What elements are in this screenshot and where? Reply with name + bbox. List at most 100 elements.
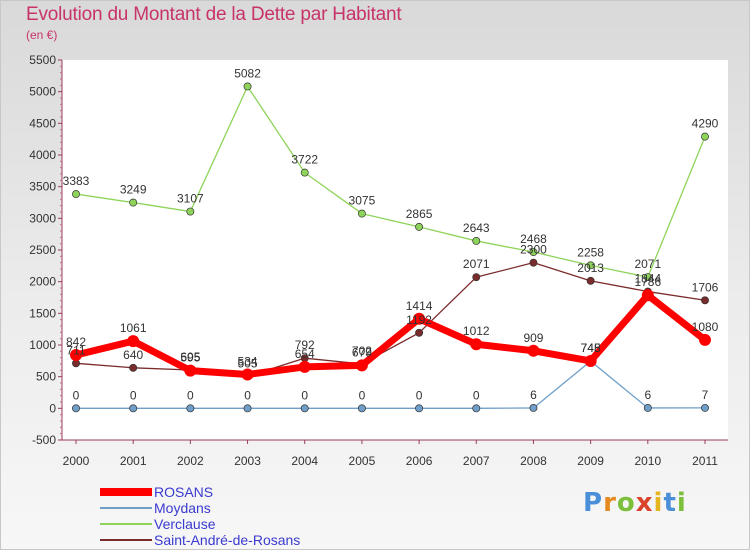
y-tick-label: 4000 bbox=[29, 148, 56, 162]
y-tick-label: 1500 bbox=[29, 306, 56, 320]
point-series-2 bbox=[415, 222, 424, 231]
y-tick-label: 1000 bbox=[29, 338, 56, 352]
data-label: 595 bbox=[180, 351, 200, 365]
point-series-2 bbox=[357, 209, 366, 218]
data-label: 679 bbox=[352, 345, 372, 359]
y-tick-label: 500 bbox=[36, 370, 56, 384]
data-label: 745 bbox=[581, 341, 601, 355]
point-series-3 bbox=[472, 273, 481, 282]
y-tick-label: 3500 bbox=[29, 180, 56, 194]
data-label: 6 bbox=[530, 388, 537, 402]
data-label: 654 bbox=[295, 347, 315, 361]
data-label: 909 bbox=[523, 331, 543, 345]
point-rosans bbox=[355, 359, 368, 372]
point-series-2 bbox=[701, 132, 709, 141]
legend-swatch-rosans bbox=[100, 488, 152, 496]
data-label: 1844 bbox=[634, 272, 661, 286]
x-tick-label: 2008 bbox=[520, 454, 547, 468]
point-series-1 bbox=[186, 404, 195, 413]
x-tick-label: 2007 bbox=[463, 454, 490, 468]
point-series-1 bbox=[643, 404, 652, 412]
y-tick-label: 3000 bbox=[29, 211, 56, 225]
data-label: 792 bbox=[295, 338, 315, 352]
data-label: 605 bbox=[180, 350, 200, 364]
point-series-1 bbox=[529, 404, 538, 412]
point-rosans bbox=[298, 360, 311, 373]
data-label: 0 bbox=[359, 388, 366, 402]
point-series-1 bbox=[701, 403, 709, 412]
data-label: 3075 bbox=[349, 194, 376, 208]
point-series-1 bbox=[357, 404, 366, 413]
point-series-1 bbox=[415, 404, 424, 413]
legend-item-moydans: Moydans bbox=[100, 500, 360, 516]
series-line-2 bbox=[75, 85, 706, 278]
y-tick-label: -500 bbox=[32, 433, 56, 447]
data-label: 505 bbox=[238, 356, 258, 370]
point-series-2 bbox=[186, 207, 195, 216]
data-label: 2468 bbox=[520, 232, 547, 246]
point-series-2 bbox=[72, 190, 80, 199]
data-label: 2300 bbox=[520, 243, 547, 257]
point-series-1 bbox=[129, 404, 138, 413]
y-tick-label: 2000 bbox=[29, 275, 56, 289]
legend-item-verclause: Verclause bbox=[100, 516, 360, 532]
point-rosans bbox=[70, 349, 82, 362]
point-rosans bbox=[184, 364, 197, 377]
data-label: 1012 bbox=[463, 324, 490, 338]
point-rosans bbox=[127, 335, 140, 348]
x-tick-label: 2005 bbox=[349, 454, 376, 468]
data-label: 3107 bbox=[177, 192, 204, 206]
data-label: 711 bbox=[66, 343, 85, 357]
point-series-1 bbox=[300, 404, 309, 413]
x-tick-label: 2006 bbox=[406, 454, 433, 468]
data-label: 0 bbox=[244, 388, 251, 402]
y-tick-label: 2500 bbox=[29, 243, 56, 257]
x-tick-label: 2002 bbox=[177, 454, 204, 468]
series-line-1 bbox=[75, 360, 706, 409]
legend-swatch-moydans bbox=[100, 507, 152, 509]
series-points bbox=[70, 82, 711, 413]
point-series-3 bbox=[586, 276, 595, 285]
point-rosans bbox=[413, 312, 426, 325]
data-label: 0 bbox=[416, 388, 423, 402]
y-tick-label: 0 bbox=[49, 401, 56, 415]
legend-label-moydans: Moydans bbox=[154, 500, 211, 516]
point-rosans bbox=[470, 338, 483, 351]
legend: ROSANS Moydans Verclause Saint-André-de-… bbox=[100, 484, 360, 548]
point-series-1 bbox=[472, 404, 481, 413]
unit-label: (en €) bbox=[26, 28, 58, 42]
data-label: 0 bbox=[73, 388, 80, 402]
data-label: 640 bbox=[123, 348, 143, 362]
point-rosans bbox=[699, 333, 711, 346]
data-label: 1414 bbox=[406, 299, 433, 313]
legend-swatch-verclause bbox=[100, 523, 152, 525]
data-label: 5082 bbox=[234, 66, 261, 80]
x-tick-label: 2003 bbox=[234, 454, 261, 468]
point-rosans bbox=[641, 289, 654, 302]
point-series-3 bbox=[701, 296, 709, 305]
data-label: 3383 bbox=[63, 174, 90, 188]
data-label: 0 bbox=[130, 388, 137, 402]
data-label: 0 bbox=[301, 388, 308, 402]
series-lines bbox=[72, 85, 709, 409]
point-series-1 bbox=[243, 404, 252, 413]
data-label: 1192 bbox=[406, 313, 432, 327]
axes: -500 0 500 1000 1500 2000 2500 3000 3500 4000 4500… bbox=[29, 53, 728, 468]
point-series-2 bbox=[529, 248, 538, 256]
data-label: 3249 bbox=[120, 183, 147, 197]
data-label: 2865 bbox=[406, 207, 433, 221]
data-label: 2013 bbox=[577, 261, 604, 275]
data-label: 1786 bbox=[634, 275, 661, 289]
data-label: 3722 bbox=[291, 153, 318, 167]
legend-swatch-saint-andre bbox=[100, 539, 152, 541]
legend-label-verclause: Verclause bbox=[154, 516, 216, 532]
data-label: 748 bbox=[581, 341, 601, 355]
data-label: 842 bbox=[66, 335, 86, 349]
point-series-2 bbox=[129, 198, 138, 207]
data-label: 2643 bbox=[463, 221, 490, 235]
data-label: 4290 bbox=[692, 117, 719, 131]
point-series-2 bbox=[300, 168, 309, 177]
x-tick-label: 2009 bbox=[577, 454, 604, 468]
y-tick-label: 5500 bbox=[29, 53, 56, 67]
